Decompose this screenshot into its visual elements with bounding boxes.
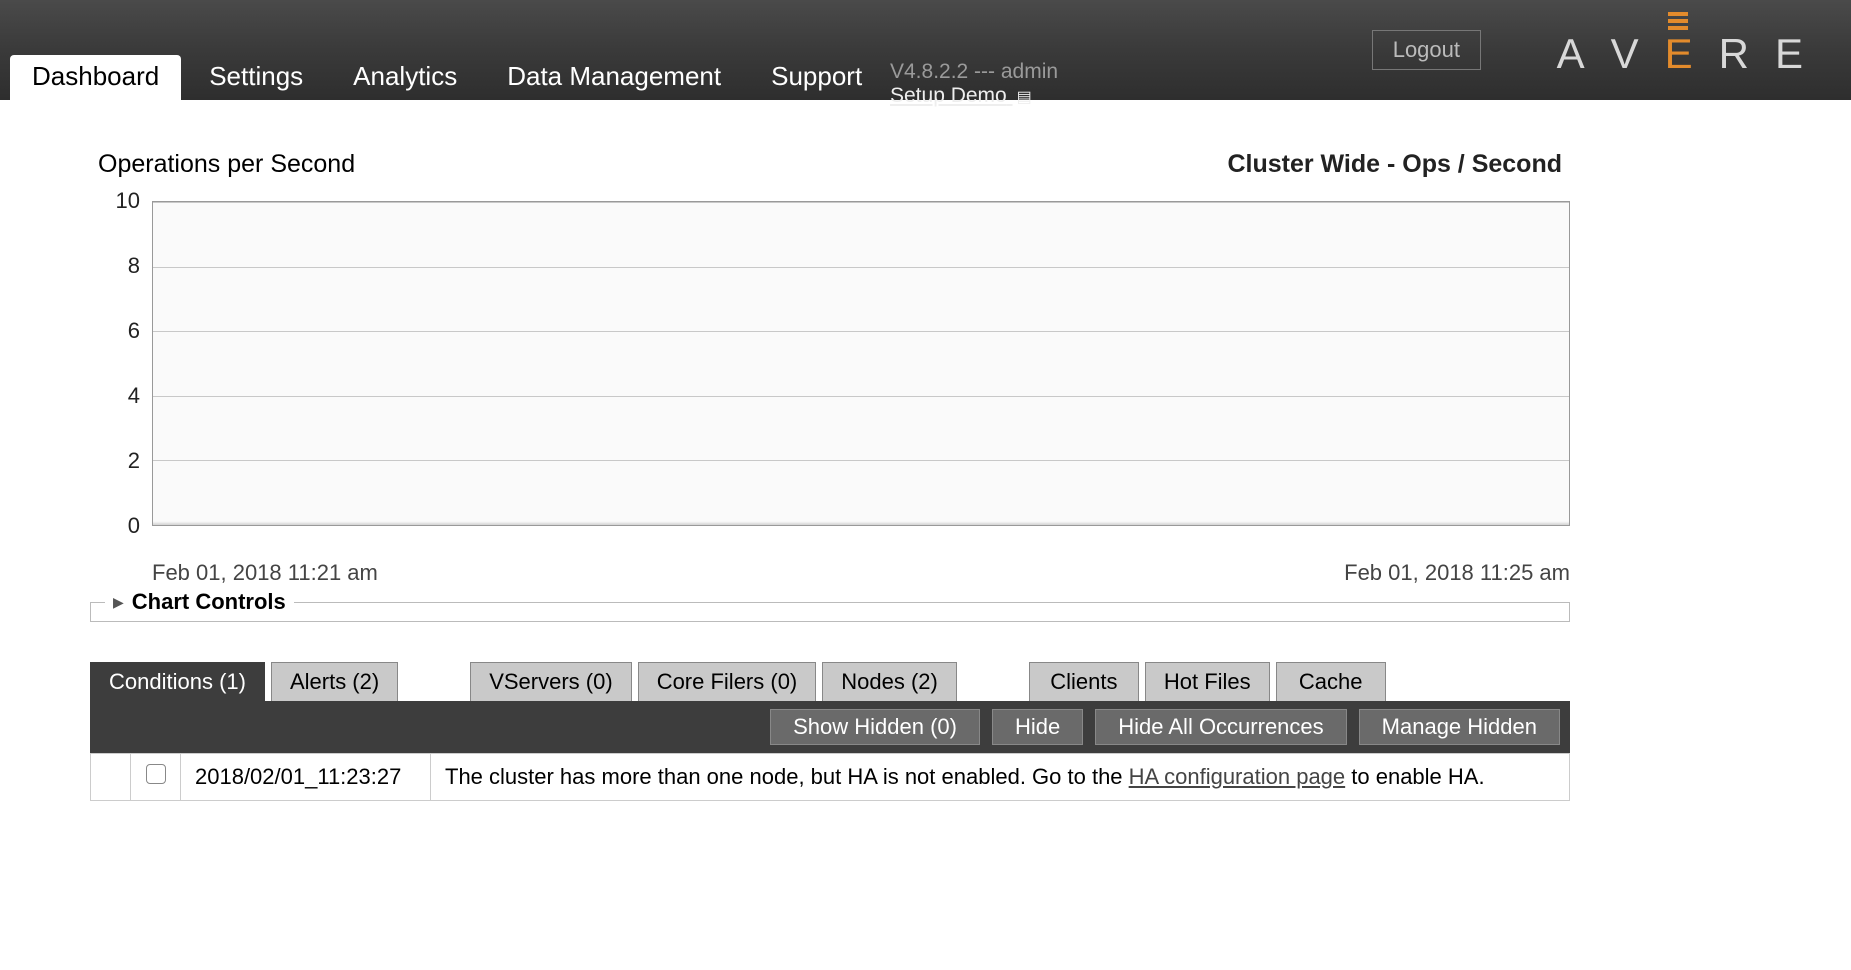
y-tick: 6 <box>128 318 140 344</box>
row-msg-suffix: to enable HA. <box>1345 764 1484 789</box>
content: Operations per Second Cluster Wide - Ops… <box>0 100 1660 831</box>
y-axis: 10 8 6 4 2 0 <box>90 201 148 526</box>
chart-controls: ▶ Chart Controls <box>90 602 1570 622</box>
gridline <box>153 331 1569 332</box>
tabs-group-status: Conditions (1) Alerts (2) <box>90 662 398 701</box>
logo-letter: R <box>1719 30 1757 78</box>
chart-titles: Operations per Second Cluster Wide - Ops… <box>90 150 1570 179</box>
header-bar: Logout V4.8.2.2 --- admin Setup Demo ▤ A… <box>0 0 1851 100</box>
gridline <box>153 202 1569 203</box>
conditions-table: 2018/02/01_11:23:27 The cluster has more… <box>90 753 1570 801</box>
y-tick: 10 <box>116 188 140 214</box>
x-start-label: Feb 01, 2018 11:21 am <box>152 560 378 586</box>
chart-controls-toggle[interactable]: ▶ Chart Controls <box>105 589 294 615</box>
gridline <box>153 460 1569 461</box>
hide-all-button[interactable]: Hide All Occurrences <box>1095 709 1346 745</box>
tab-nodes[interactable]: Nodes (2) <box>822 662 957 701</box>
tab-alerts[interactable]: Alerts (2) <box>271 662 398 701</box>
manage-hidden-button[interactable]: Manage Hidden <box>1359 709 1560 745</box>
table-row: 2018/02/01_11:23:27 The cluster has more… <box>91 754 1570 801</box>
row-msg-prefix: The cluster has more than one node, but … <box>445 764 1129 789</box>
tab-support[interactable]: Support <box>749 55 884 100</box>
chart-plot[interactable] <box>152 201 1570 526</box>
y-tick: 4 <box>128 383 140 409</box>
row-timestamp: 2018/02/01_11:23:27 <box>181 754 431 801</box>
show-hidden-button[interactable]: Show Hidden (0) <box>770 709 980 745</box>
row-message: The cluster has more than one node, but … <box>431 754 1570 801</box>
logo: A V E R E <box>1557 26 1811 82</box>
tab-vservers[interactable]: VServers (0) <box>470 662 631 701</box>
row-check-cell <box>131 754 181 801</box>
x-axis-labels: Feb 01, 2018 11:21 am Feb 01, 2018 11:25… <box>90 554 1570 586</box>
setup-link[interactable]: Setup Demo ▤ <box>890 84 1032 108</box>
row-expand-cell[interactable] <box>91 754 131 801</box>
hide-button[interactable]: Hide <box>992 709 1083 745</box>
nav-tabs: Dashboard Settings Analytics Data Manage… <box>10 55 884 100</box>
tab-hot-files[interactable]: Hot Files <box>1145 662 1270 701</box>
logo-letter-accent: E <box>1665 30 1701 78</box>
row-checkbox[interactable] <box>146 764 166 784</box>
y-tick: 0 <box>128 513 140 539</box>
y-tick: 8 <box>128 253 140 279</box>
document-icon: ▤ <box>1017 87 1032 107</box>
tabs-group-resources: VServers (0) Core Filers (0) Nodes (2) <box>470 662 957 701</box>
logo-letter: V <box>1611 30 1647 78</box>
action-bar: Show Hidden (0) Hide Hide All Occurrence… <box>90 701 1570 753</box>
gridline <box>153 267 1569 268</box>
ha-config-link[interactable]: HA configuration page <box>1129 764 1346 789</box>
tab-core-filers[interactable]: Core Filers (0) <box>638 662 817 701</box>
version-text: V4.8.2.2 --- admin <box>890 60 1058 84</box>
tab-settings[interactable]: Settings <box>187 55 325 100</box>
setup-link-label: Setup Demo <box>890 84 1007 107</box>
gridline <box>153 396 1569 397</box>
tab-conditions[interactable]: Conditions (1) <box>90 662 265 701</box>
logo-letter: E <box>1775 30 1811 78</box>
ops-chart: 10 8 6 4 2 0 <box>90 201 1570 546</box>
tab-dashboard[interactable]: Dashboard <box>10 55 181 100</box>
tab-clients[interactable]: Clients <box>1029 662 1139 701</box>
chart-controls-label: Chart Controls <box>132 589 286 615</box>
chart-title-right: Cluster Wide - Ops / Second <box>1227 150 1562 179</box>
tab-cache[interactable]: Cache <box>1276 662 1386 701</box>
lower-tabs-row: Conditions (1) Alerts (2) VServers (0) C… <box>90 662 1570 701</box>
x-end-label: Feb 01, 2018 11:25 am <box>1344 560 1570 586</box>
tab-data-management[interactable]: Data Management <box>485 55 743 100</box>
y-tick: 2 <box>128 448 140 474</box>
tab-analytics[interactable]: Analytics <box>331 55 479 100</box>
chevron-right-icon: ▶ <box>113 594 124 611</box>
logout-button[interactable]: Logout <box>1372 30 1481 70</box>
tabs-group-activity: Clients Hot Files Cache <box>1029 662 1386 701</box>
logo-letter: A <box>1557 30 1593 78</box>
chart-title-left: Operations per Second <box>98 150 355 179</box>
logo-accent-bars <box>1668 12 1688 30</box>
